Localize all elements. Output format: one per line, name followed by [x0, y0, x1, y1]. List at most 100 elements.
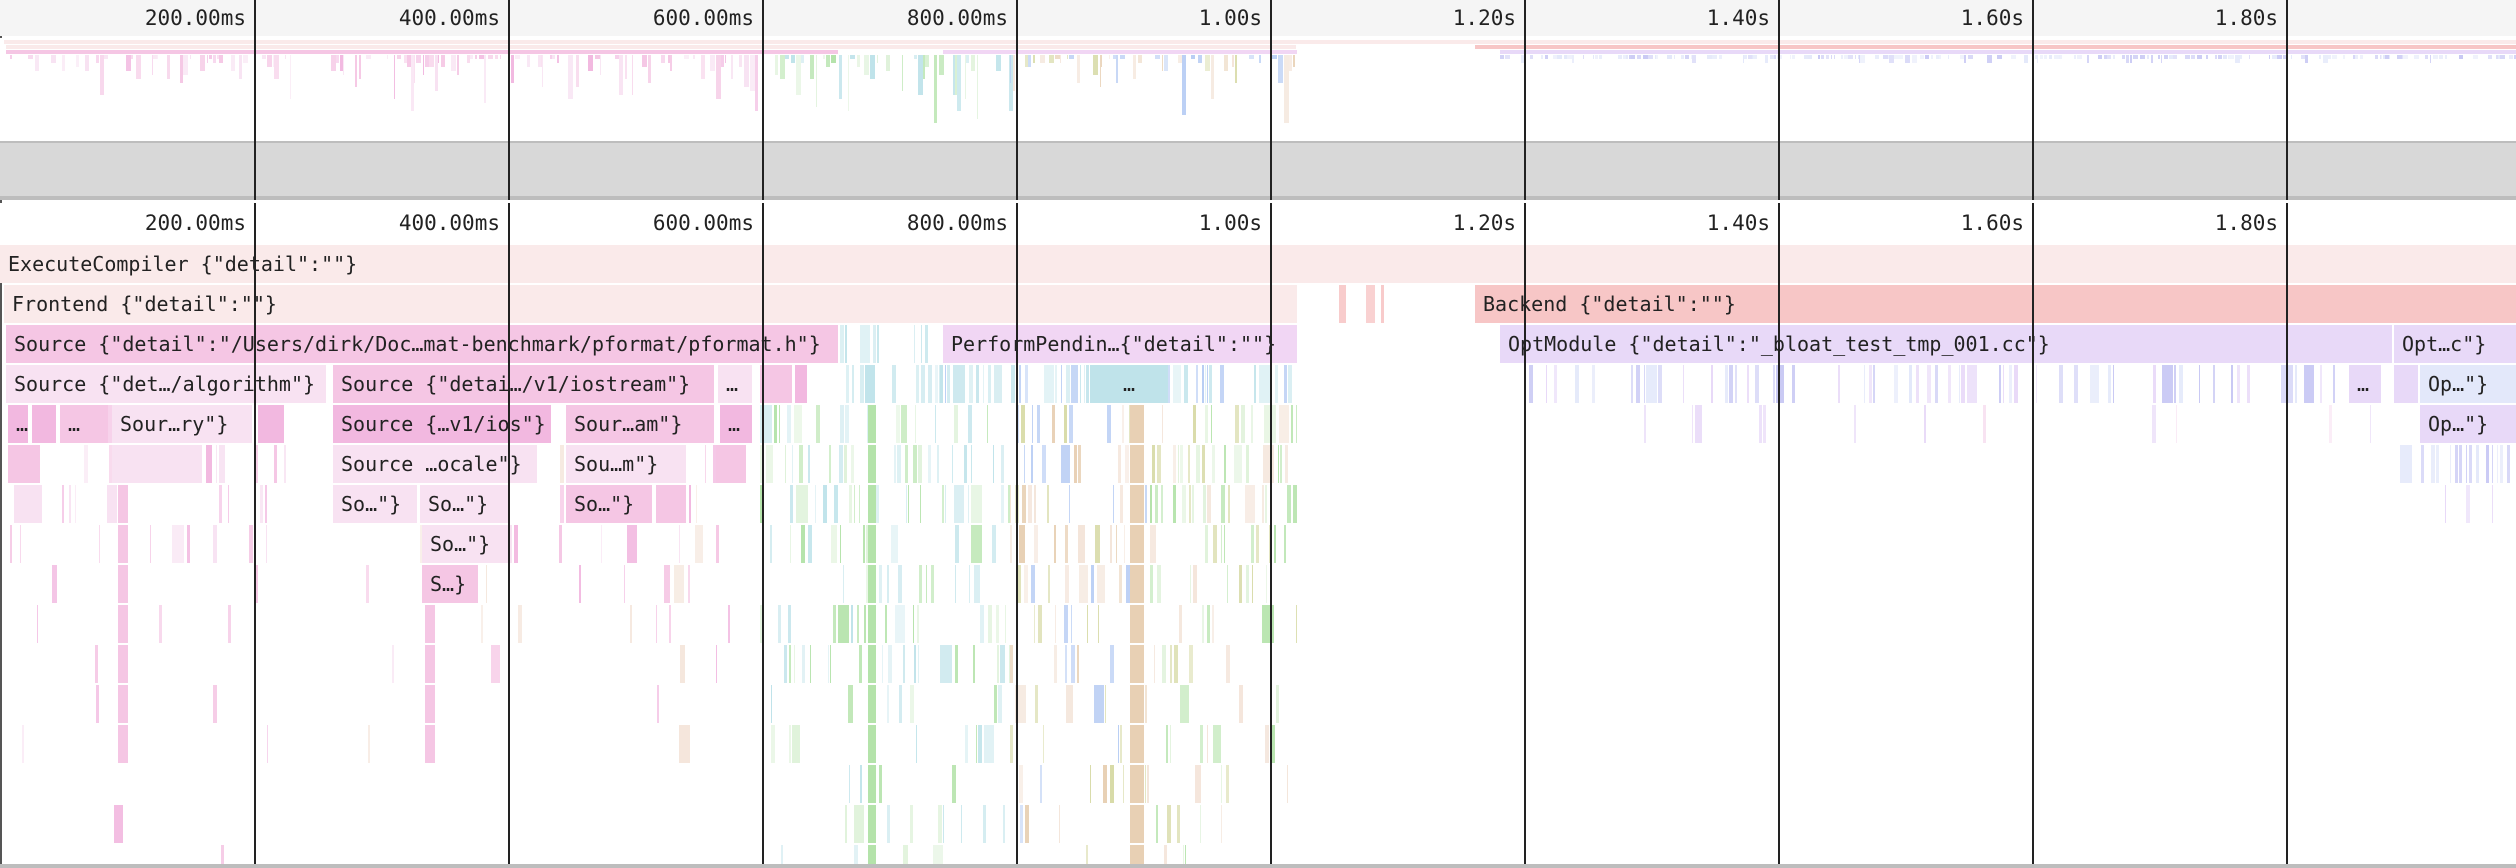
flame-slice[interactable] [787, 405, 791, 443]
flame-slice[interactable] [1296, 405, 1297, 443]
flame-slice[interactable] [1071, 365, 1078, 403]
flame-slice[interactable] [964, 445, 967, 483]
flame-slice[interactable] [969, 365, 973, 403]
flame-slice[interactable] [1065, 645, 1067, 683]
flame-slice[interactable] [1042, 445, 1046, 483]
flame-slice[interactable] [838, 605, 849, 643]
flame-block[interactable]: … [8, 405, 28, 443]
flame-chart[interactable]: ExecuteCompiler {"detail":""} Frontend {"… [0, 245, 2516, 865]
flame-slice[interactable] [1077, 645, 1079, 683]
flame-slice[interactable] [1864, 365, 1865, 403]
flame-slice[interactable] [899, 685, 902, 723]
flame-slice[interactable] [22, 725, 24, 763]
flame-slice[interactable] [118, 565, 128, 603]
flame-slice[interactable] [928, 445, 931, 483]
flame-slice[interactable] [491, 645, 500, 683]
flame-slice[interactable] [1252, 565, 1253, 603]
flame-slice[interactable] [2176, 405, 2177, 443]
flame-slice[interactable] [1003, 805, 1005, 843]
flame-slice[interactable] [679, 525, 680, 563]
flame-slice[interactable] [1105, 685, 1106, 723]
flame-slice[interactable] [867, 405, 868, 443]
flame-slice[interactable] [713, 445, 716, 483]
flame-slice[interactable] [916, 365, 919, 403]
flame-slice[interactable] [514, 525, 518, 563]
flame-slice[interactable] [942, 485, 944, 523]
flame-block[interactable]: Sour…am"} [566, 405, 714, 443]
flame-slice[interactable] [2009, 365, 2012, 403]
flame-slice[interactable] [1735, 365, 1737, 403]
flame-slice[interactable] [118, 645, 128, 683]
flame-slice[interactable] [792, 445, 793, 483]
flame-slice[interactable] [937, 445, 939, 483]
flame-slice[interactable] [873, 325, 876, 363]
flame-slice[interactable] [1636, 365, 1640, 403]
flame-slice[interactable] [1015, 685, 1026, 723]
flame-slice[interactable] [1339, 285, 1346, 323]
flame-slice[interactable] [794, 645, 795, 683]
flame-slice[interactable] [1692, 405, 1693, 443]
flame-slice[interactable] [2459, 445, 2462, 483]
flame-slice[interactable] [864, 605, 866, 643]
flame-slice[interactable] [1161, 485, 1163, 523]
flame-slice[interactable] [366, 565, 369, 603]
flame-slice[interactable] [1130, 765, 1144, 803]
flame-slice[interactable] [118, 725, 128, 763]
flame-slice[interactable] [983, 805, 986, 843]
flame-slice[interactable] [20, 525, 21, 563]
flame-slice[interactable] [2436, 445, 2439, 483]
flame-slice[interactable] [815, 485, 816, 523]
flame-slice[interactable] [917, 605, 919, 643]
flame-slice[interactable] [945, 485, 946, 523]
flame-slice[interactable] [680, 645, 685, 683]
flame-slice[interactable] [284, 445, 286, 483]
flame-slice[interactable] [994, 365, 1002, 403]
flame-slice[interactable] [1773, 365, 1775, 403]
flame-slice[interactable] [1729, 365, 1733, 403]
flame-slice[interactable] [2014, 365, 2018, 403]
flame-slice[interactable] [1381, 285, 1384, 323]
flame-slice[interactable] [1275, 365, 1278, 403]
flame-block[interactable]: So…"} [422, 525, 512, 563]
flame-slice[interactable] [1118, 725, 1119, 763]
flame-slice[interactable] [1130, 525, 1144, 563]
flame-slice[interactable] [255, 565, 258, 603]
flame-slice[interactable] [887, 805, 890, 843]
flame-slice[interactable] [840, 405, 844, 443]
flame-slice[interactable] [885, 605, 887, 643]
flame-slice[interactable] [1130, 845, 1144, 865]
flame-slice[interactable] [926, 565, 927, 603]
flame-slice[interactable] [84, 445, 88, 483]
flame-block[interactable]: Source {"detai…/v1/iostream"} [333, 365, 714, 403]
flame-slice[interactable] [1098, 605, 1099, 643]
flame-slice[interactable] [801, 525, 805, 563]
flame-slice[interactable] [976, 365, 979, 403]
flame-slice[interactable] [794, 405, 802, 443]
flame-slice[interactable] [877, 325, 879, 363]
flame-slice[interactable] [921, 365, 925, 403]
flame-slice[interactable] [808, 525, 812, 563]
flame-slice[interactable] [1592, 365, 1595, 403]
flame-slice[interactable] [868, 525, 876, 563]
flame-slice[interactable] [1683, 365, 1684, 403]
flame-slice[interactable] [1034, 525, 1038, 563]
flame-block[interactable]: Source {"detail":"/Users/dirk/Doc…mat-be… [6, 325, 838, 363]
flame-slice[interactable] [425, 605, 435, 643]
flame-slice[interactable] [940, 645, 952, 683]
flame-slice[interactable] [1195, 765, 1201, 803]
flame-slice[interactable] [1188, 445, 1190, 483]
flame-slice[interactable] [1167, 805, 1171, 843]
flame-slice[interactable] [910, 685, 914, 723]
flame-slice[interactable] [1005, 605, 1006, 643]
flame-slice[interactable] [903, 845, 908, 865]
flame-slice[interactable] [1288, 365, 1292, 403]
flame-slice[interactable] [831, 525, 837, 563]
flame-slice[interactable] [118, 525, 128, 563]
flame-slice[interactable] [1043, 725, 1044, 763]
flame-slice[interactable] [1226, 645, 1230, 683]
flame-slice[interactable] [1959, 365, 1960, 403]
flame-slice[interactable] [918, 445, 922, 483]
flame-slice[interactable] [955, 525, 959, 563]
flame-slice[interactable] [601, 525, 602, 563]
flame-slice[interactable] [978, 725, 982, 763]
